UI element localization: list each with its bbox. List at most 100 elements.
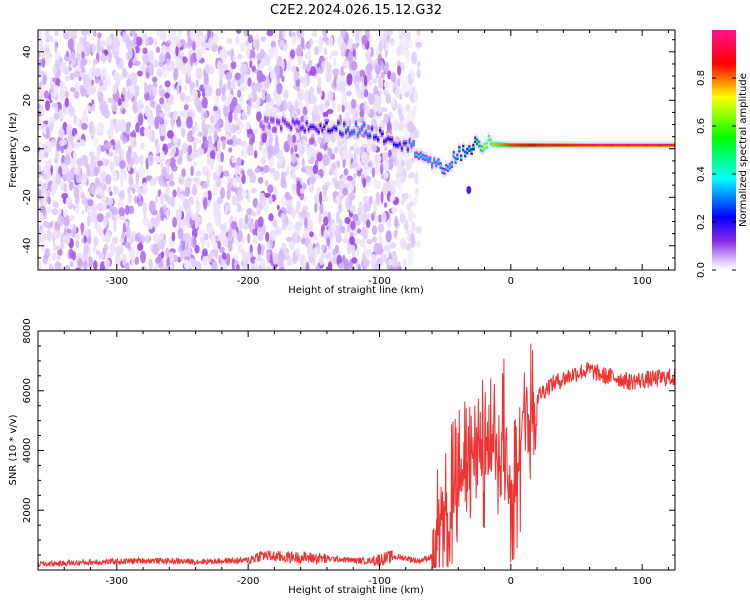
noise-blob (59, 89, 66, 102)
noise-blob (93, 137, 98, 147)
signal-core (419, 153, 423, 156)
noise-blob (392, 119, 398, 131)
signal-core (297, 122, 301, 125)
noise-blob (74, 133, 81, 141)
signal-core (650, 144, 654, 147)
noise-blob (146, 72, 150, 79)
noise-blob (45, 54, 51, 66)
noise-blob (363, 258, 370, 268)
noise-blob (195, 67, 203, 80)
signal-core (536, 144, 540, 147)
noise-blob (122, 135, 127, 144)
signal-core (487, 137, 491, 140)
noise-blob (69, 181, 73, 191)
noise-blob (38, 141, 41, 149)
y-tick-label: 40 (22, 45, 33, 58)
noise-blob (133, 167, 138, 175)
noise-blob (135, 90, 140, 97)
noise-blob (167, 142, 173, 149)
noise-blob (155, 175, 159, 181)
signal-core (319, 124, 322, 127)
noise-blob (192, 41, 196, 52)
noise-blob (322, 30, 328, 37)
noise-blob (63, 265, 71, 270)
noise-blob (147, 221, 154, 230)
x-tick-label: 100 (633, 576, 652, 587)
signal-core (280, 127, 283, 130)
noise-blob (302, 75, 308, 89)
noise-blob (228, 110, 233, 124)
noise-blob (79, 36, 85, 45)
noise-blob (175, 208, 183, 220)
noise-blob (138, 200, 143, 207)
noise-blob (118, 191, 124, 198)
noise-blob (209, 150, 216, 160)
noise-blob (307, 42, 311, 51)
noise-blob (63, 214, 70, 227)
noise-blob (58, 128, 65, 139)
noise-blob (305, 261, 310, 270)
noise-blob (38, 68, 41, 77)
snr-x-label: Height of straight line (km) (288, 585, 424, 596)
noise-blob (159, 150, 165, 163)
noise-blob (195, 33, 199, 47)
noise-blob (128, 59, 133, 69)
noise-blob (378, 233, 383, 245)
signal-core (552, 144, 556, 147)
noise-blob (46, 207, 52, 214)
noise-blob (153, 38, 157, 47)
noise-blob (224, 100, 229, 107)
signal-core (385, 139, 388, 142)
noise-blob (183, 108, 187, 121)
noise-blob (260, 156, 266, 165)
signal-core (398, 143, 402, 146)
noise-blob (183, 217, 188, 225)
noise-blob (216, 60, 222, 70)
noise-blob (139, 154, 144, 166)
colorbar-tick-label: 0.6 (696, 118, 707, 134)
noise-blob (89, 161, 95, 167)
noise-blob (241, 174, 246, 185)
noise-blob (176, 57, 184, 71)
signal-core (509, 144, 513, 147)
noise-blob (350, 220, 356, 231)
noise-blob (340, 226, 346, 234)
noise-blob (169, 161, 176, 168)
noise-blob (328, 54, 333, 60)
noise-blob (415, 225, 422, 234)
noise-blob (125, 225, 131, 239)
noise-blob (226, 38, 233, 44)
noise-blob (397, 77, 401, 88)
noise-blob (383, 113, 390, 124)
noise-blob (378, 103, 382, 114)
noise-blob (212, 187, 218, 197)
noise-blob (160, 126, 165, 136)
noise-blob (396, 103, 403, 110)
noise-blob (276, 204, 280, 211)
noise-blob (346, 90, 352, 97)
noise-blob (289, 49, 296, 59)
noise-blob (369, 33, 373, 45)
noise-blob (59, 80, 65, 88)
noise-blob (269, 240, 273, 249)
signal-core (606, 144, 609, 147)
noise-blob (334, 244, 339, 254)
noise-blob (343, 143, 348, 152)
noise-blob (385, 94, 392, 104)
noise-blob (269, 167, 276, 173)
noise-blob (135, 233, 139, 242)
noise-blob (229, 101, 235, 114)
noise-blob (410, 233, 415, 245)
noise-blob (128, 205, 135, 215)
noise-blob (306, 49, 312, 59)
noise-blob (386, 218, 392, 230)
noise-blob (45, 147, 52, 153)
noise-blob (326, 108, 334, 115)
noise-blob (144, 105, 151, 117)
noise-blob (71, 30, 78, 38)
signal-core (625, 144, 629, 147)
noise-blob (43, 90, 49, 99)
signal-core (406, 148, 410, 151)
noise-blob (295, 247, 300, 259)
noise-blob (274, 141, 280, 154)
